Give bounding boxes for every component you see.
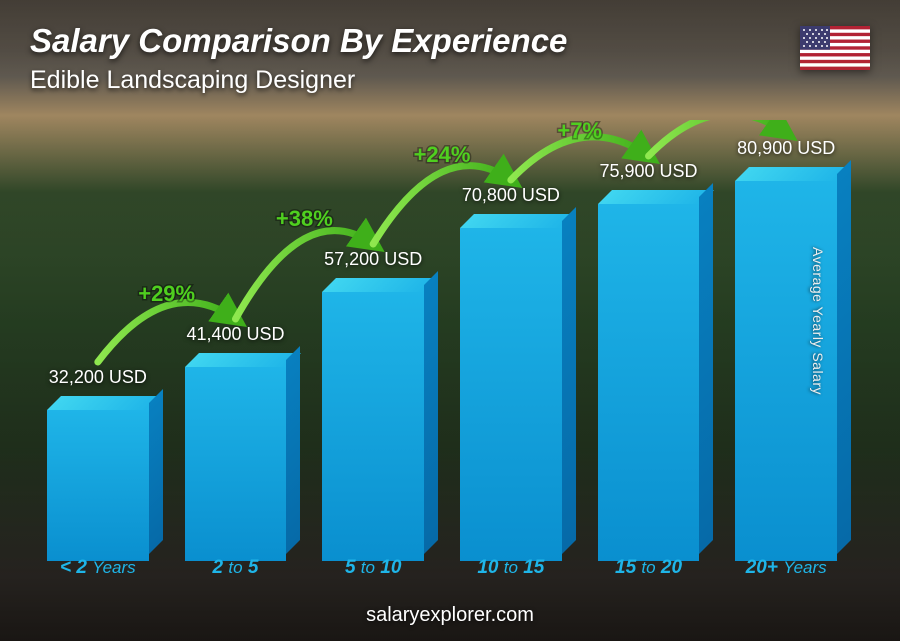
bar-column: 80,900 USD — [728, 138, 844, 547]
bar-column: 70,800 USD — [453, 185, 569, 547]
bar-top-face — [322, 278, 438, 292]
bar — [322, 278, 424, 547]
bar-top-face — [47, 396, 163, 410]
bar-column: 41,400 USD — [178, 324, 294, 547]
bar-side-face — [286, 346, 300, 554]
bar-side-face — [149, 389, 163, 554]
bar-front-face — [47, 410, 149, 561]
x-axis: < 2 Years 2 to 5 5 to 10 10 to 15 15 to 20 20… — [24, 557, 860, 579]
bar-side-face — [562, 207, 576, 554]
bars-container: 32,200 USD 41,400 USD 57,200 USD 70,800 … — [24, 120, 860, 547]
x-axis-label: 10 to 15 — [453, 557, 569, 579]
country-flag-icon — [800, 26, 870, 70]
x-axis-label: 20+ Years — [728, 557, 844, 579]
chart-area: +29%+38%+24%+7%+7% 32,200 USD 41,400 USD… — [24, 120, 860, 579]
bar-value-label: 32,200 USD — [49, 367, 147, 388]
bar — [598, 190, 700, 547]
chart-subtitle: Edible Landscaping Designer — [30, 66, 567, 95]
bar-side-face — [424, 271, 438, 554]
x-axis-label: 2 to 5 — [178, 557, 294, 579]
bar-value-label: 57,200 USD — [324, 249, 422, 270]
x-axis-label: 5 to 10 — [315, 557, 431, 579]
bar-front-face — [322, 292, 424, 561]
bar-front-face — [185, 367, 287, 561]
bar-column: 32,200 USD — [40, 367, 156, 547]
bar-top-face — [460, 214, 576, 228]
bar-value-label: 41,400 USD — [186, 324, 284, 345]
bar-top-face — [185, 353, 301, 367]
bar-value-label: 75,900 USD — [599, 161, 697, 182]
header: Salary Comparison By Experience Edible L… — [30, 22, 870, 95]
bar-top-face — [735, 167, 851, 181]
bar-value-label: 70,800 USD — [462, 185, 560, 206]
x-axis-label: < 2 Years — [40, 557, 156, 579]
bar-top-face — [598, 190, 714, 204]
bar-column: 57,200 USD — [315, 249, 431, 547]
bar-value-label: 80,900 USD — [737, 138, 835, 159]
bar-front-face — [598, 204, 700, 561]
bar-side-face — [837, 160, 851, 554]
chart-title: Salary Comparison By Experience — [30, 22, 567, 60]
bar-front-face — [460, 228, 562, 561]
bar-side-face — [699, 183, 713, 554]
bar-column: 75,900 USD — [591, 161, 707, 547]
y-axis-title: Average Yearly Salary — [810, 247, 826, 395]
bar — [185, 353, 287, 547]
x-axis-label: 15 to 20 — [591, 557, 707, 579]
title-block: Salary Comparison By Experience Edible L… — [30, 22, 567, 95]
footer-source: salaryexplorer.com — [0, 604, 900, 627]
bar — [460, 214, 562, 547]
bar — [47, 396, 149, 547]
